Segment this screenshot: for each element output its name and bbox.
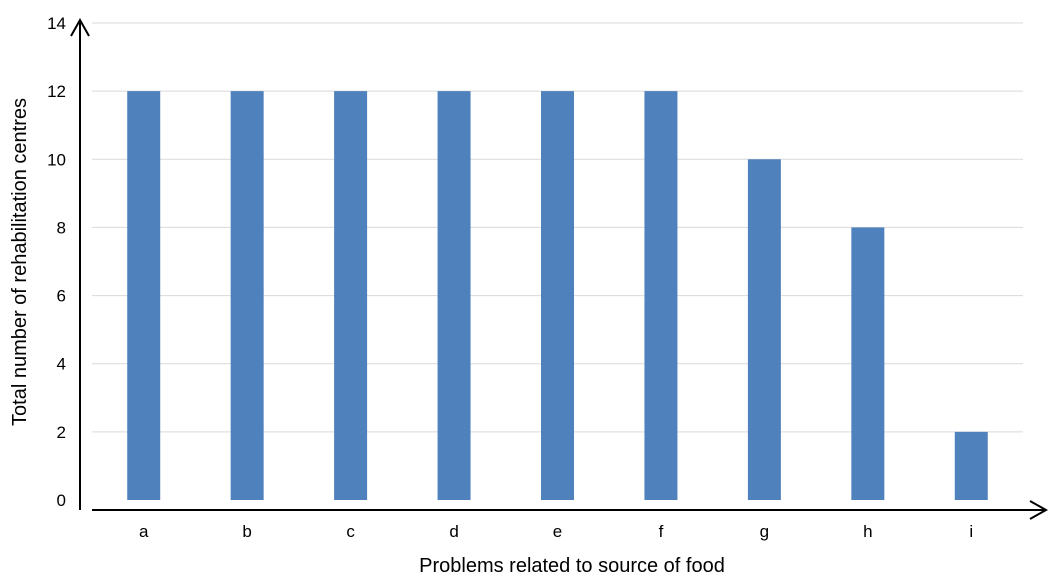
y-tick-label: 4 (57, 355, 66, 374)
y-tick-label: 8 (57, 218, 66, 237)
bars (127, 91, 988, 501)
y-tick-labels: 0 2 4 6 8 10 12 14 (47, 14, 66, 510)
bar-h (851, 227, 885, 500)
x-tick-label: a (139, 522, 149, 541)
x-tick-labels: a b c d e f g h i (139, 522, 973, 541)
y-tick-label: 14 (47, 14, 66, 33)
x-tick-label: g (760, 522, 769, 541)
x-tick-label: f (659, 522, 664, 541)
y-tick-label: 2 (57, 423, 66, 442)
bar-f (644, 91, 678, 501)
x-tick-label: i (969, 522, 973, 541)
x-tick-label: h (863, 522, 872, 541)
bar-b (230, 91, 264, 501)
x-tick-label: b (242, 522, 251, 541)
bar-g (747, 159, 781, 501)
bar-i (954, 431, 988, 500)
x-axis-title: Problems related to source of food (419, 555, 725, 577)
y-axis-title: Total number of rehabilitation centres (9, 98, 31, 426)
y-tick-label: 12 (47, 82, 66, 101)
axes (70, 17, 1049, 520)
bar-d (437, 91, 471, 501)
x-axis-arrowhead (1029, 500, 1049, 520)
y-tick-label: 0 (57, 491, 66, 510)
bar-c (334, 91, 368, 501)
y-axis-arrowhead (70, 17, 90, 37)
x-tick-label: e (553, 522, 562, 541)
bar-e (541, 91, 574, 501)
y-tick-label: 6 (57, 287, 66, 306)
bar-a (127, 91, 161, 501)
x-tick-label: c (346, 522, 355, 541)
x-tick-label: d (449, 522, 458, 541)
y-tick-label: 10 (47, 150, 66, 169)
